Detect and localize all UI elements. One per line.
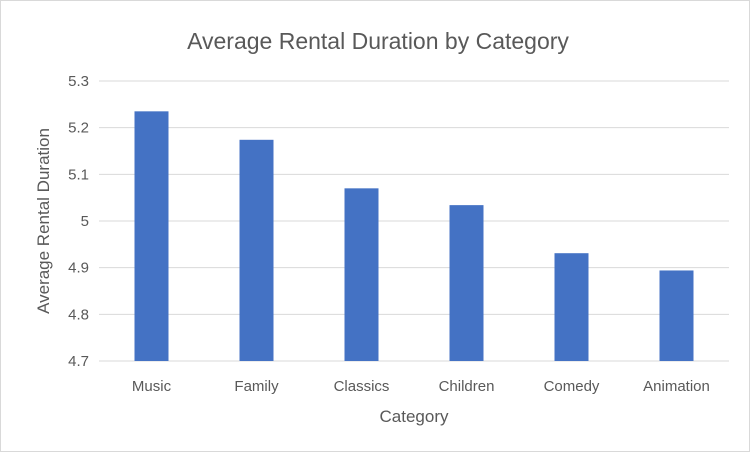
x-tick-label: Music [132,378,172,395]
bars [134,111,694,361]
y-tick-label: 5.1 [68,166,89,183]
bar-comedy [554,253,589,361]
gridlines [99,80,729,362]
x-axis-label: Category [380,407,449,426]
y-axis-ticks: 4.7 4.8 4.9 5 5.1 5.2 5.3 [68,73,89,370]
x-tick-label: Comedy [544,378,600,395]
bar-family [239,139,274,361]
y-tick-label: 4.9 [68,260,89,277]
y-tick-label: 5.3 [68,73,89,90]
y-tick-label: 5 [81,213,89,230]
bar-animation [659,270,694,361]
y-tick-label: 4.8 [68,306,89,323]
x-tick-label: Family [234,378,279,395]
chart-title: Average Rental Duration by Category [187,28,569,54]
x-tick-label: Animation [643,378,710,395]
y-tick-label: 5.2 [68,120,89,137]
x-axis-ticks: Music Family Classics Children Comedy Animati… [132,378,710,395]
bar-classics [344,188,379,361]
x-tick-label: Classics [334,378,390,395]
x-tick-label: Children [439,378,495,395]
bar-music [134,111,169,361]
y-axis-label: Average Rental Duration [34,128,53,314]
y-tick-label: 4.7 [68,353,89,370]
bar-children [449,205,484,361]
